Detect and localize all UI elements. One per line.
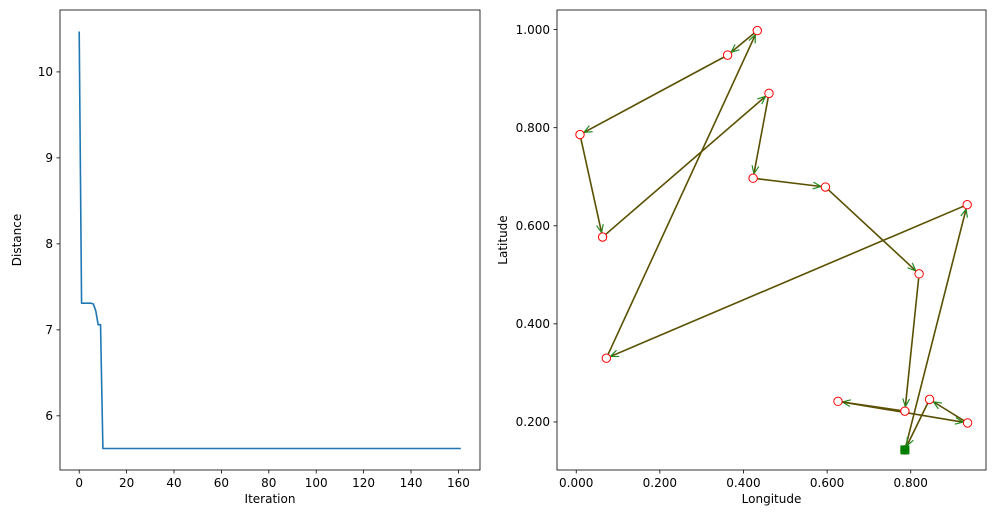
x-tick-label: 140 [400, 476, 423, 490]
x-tick-label: 160 [447, 476, 470, 490]
route-arrow-line [753, 93, 770, 174]
x-tick-label: 0.400 [726, 476, 760, 490]
y-axis-label: Latitude [496, 215, 510, 264]
x-tick-label: 0.800 [894, 476, 928, 490]
y-tick-label: 6 [45, 409, 53, 423]
y-tick-label: 1.000 [516, 23, 550, 37]
plot-frame [556, 9, 987, 471]
x-axis-label: Longitude [742, 492, 802, 506]
route-arrow-line [904, 273, 920, 407]
city-point [597, 232, 608, 242]
route-arrow-line [605, 34, 757, 359]
route-arrow-line [579, 134, 603, 233]
y-tick-label: 8 [45, 237, 53, 251]
x-tick-label: 0.200 [643, 476, 677, 490]
city-point [900, 406, 910, 416]
y-tick-label: 7 [45, 323, 53, 337]
city-point [914, 269, 924, 279]
x-tick-label: 0.600 [810, 476, 844, 490]
x-tick-label: 0.000 [559, 476, 593, 490]
distance-chart: 0 20 40 60 80 100 120 140 160 6 7 8 9 10 Iteration Dist… [10, 9, 481, 506]
city-point [764, 88, 774, 99]
city-point [748, 173, 758, 183]
city-point [962, 199, 972, 210]
city-point [575, 129, 585, 140]
x-tick-label: 120 [352, 476, 375, 490]
city-point [962, 418, 973, 428]
route-arrow-line [904, 208, 967, 451]
city-point [601, 353, 612, 363]
route-chart: 0.000 0.200 0.400 0.600 0.800 0.200 0.400 0.600… [496, 9, 987, 506]
route-arrow-line [583, 54, 728, 134]
city-point [820, 182, 831, 192]
route-arrow-line [753, 177, 822, 188]
y-tick-label: 0.600 [516, 219, 550, 233]
y-tick-label: 0.200 [516, 415, 550, 429]
y-axis-label: Distance [10, 214, 24, 266]
route-arrow-line [730, 29, 758, 53]
city-point [924, 394, 935, 405]
route-arrow-line [602, 95, 767, 238]
city-point [752, 25, 762, 36]
y-tick-label: 9 [45, 151, 53, 165]
route-arrow-line [610, 203, 968, 358]
x-tick-label: 100 [305, 476, 328, 490]
y-tick-label: 0.400 [516, 317, 550, 331]
route-arrow-line [824, 186, 917, 272]
distance-series-line [78, 31, 461, 450]
start-city-marker [900, 445, 910, 455]
plot-frame [59, 9, 481, 471]
city-point [833, 396, 843, 407]
y-tick-label: 0.800 [516, 121, 550, 135]
y-tick-label: 10 [38, 65, 53, 79]
x-tick-label: 60 [214, 476, 229, 490]
x-axis-label: Iteration [245, 492, 296, 506]
x-tick-label: 40 [166, 476, 181, 490]
x-tick-label: 80 [261, 476, 276, 490]
x-tick-label: 20 [119, 476, 134, 490]
route-arrow-line [906, 399, 931, 447]
route-arrow-line [932, 401, 969, 424]
x-tick-label: 0 [75, 476, 83, 490]
city-point [722, 50, 733, 60]
